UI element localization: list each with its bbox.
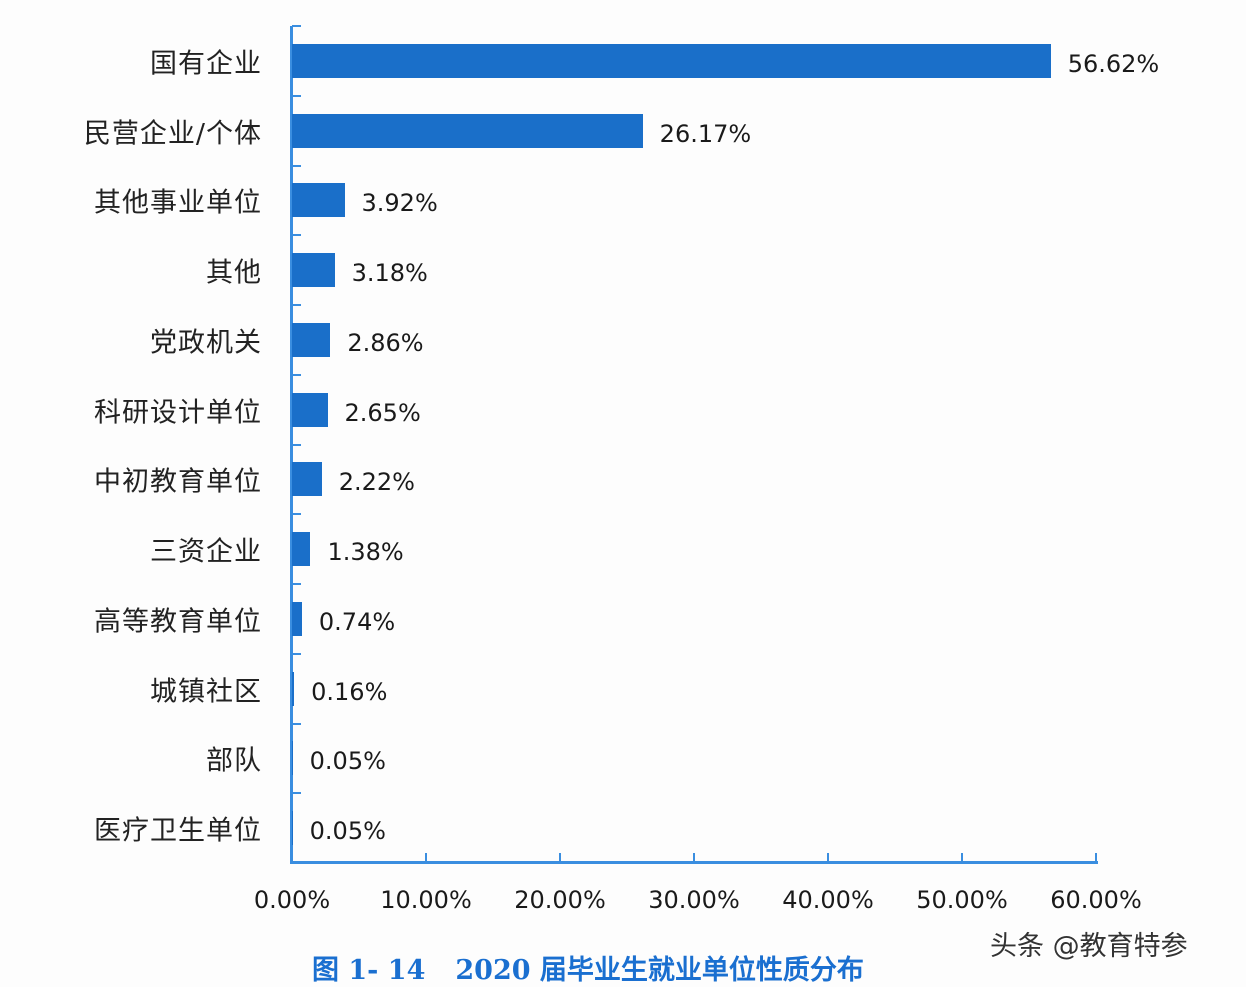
value-label: 56.62% (1067, 49, 1160, 78)
x-tick (693, 853, 695, 862)
y-tick (292, 373, 301, 376)
figure-title: 2020 届毕业生就业单位性质分布 (455, 955, 864, 986)
x-tick (1095, 853, 1097, 862)
bar (292, 671, 295, 706)
watermark: 头条 @教育特参 (990, 931, 1188, 962)
bar (292, 183, 345, 218)
category-label: 国有企业 (150, 48, 262, 80)
bar (292, 113, 643, 148)
category-label: 中初教育单位 (94, 466, 262, 498)
category-label: 城镇社区 (150, 676, 262, 708)
y-tick (292, 94, 301, 97)
category-label: 党政机关 (150, 327, 262, 359)
category-label: 部队 (206, 745, 262, 777)
bar (292, 741, 293, 776)
value-label: 2.65% (344, 398, 421, 427)
value-label: 0.05% (309, 816, 386, 845)
y-tick (292, 652, 301, 655)
y-tick (292, 443, 301, 446)
value-label: 2.86% (347, 328, 424, 357)
x-tick-label: 20.00% (514, 886, 606, 914)
y-tick (292, 583, 301, 585)
figure-number: 图 1- 14 (312, 955, 426, 986)
y-tick (292, 792, 301, 795)
category-label: 医疗卫生单位 (94, 815, 262, 847)
x-tick (425, 853, 427, 862)
value-label: 0.05% (309, 747, 386, 776)
category-label: 科研设计单位 (94, 397, 262, 429)
category-label: 民营企业/个体 (83, 118, 262, 150)
x-tick-label: 30.00% (648, 886, 740, 914)
bar (292, 601, 302, 636)
y-tick (292, 513, 301, 516)
value-label: 0.16% (311, 677, 388, 706)
category-label: 其他事业单位 (94, 187, 262, 219)
x-tick-label: 50.00% (916, 886, 1008, 914)
y-tick (292, 25, 301, 27)
y-tick (292, 164, 301, 167)
x-tick-label: 10.00% (380, 886, 472, 914)
y-tick (292, 862, 301, 864)
value-label: 2.22% (338, 468, 415, 497)
x-tick (827, 853, 829, 862)
value-label: 0.74% (318, 607, 396, 636)
bar (292, 811, 293, 846)
value-label: 3.18% (351, 258, 428, 287)
bar (292, 532, 311, 567)
x-tick-label: 0.00% (253, 886, 331, 914)
y-tick (292, 304, 301, 306)
category-label: 其他 (206, 257, 262, 289)
bar (292, 43, 1051, 78)
category-label: 高等教育单位 (94, 606, 262, 638)
x-tick (559, 853, 561, 862)
x-tick (961, 853, 963, 862)
bar (292, 322, 331, 357)
x-tick-label: 60.00% (1050, 886, 1142, 914)
value-label: 1.38% (327, 537, 404, 566)
figure-caption: 图 1- 14 2020 届毕业生就业单位性质分布 (312, 948, 864, 987)
value-label: 3.92% (361, 189, 438, 218)
x-axis (290, 861, 1098, 864)
bar (292, 462, 322, 497)
y-tick (292, 234, 301, 237)
bar (292, 392, 328, 427)
y-axis (290, 26, 293, 863)
y-tick (292, 722, 301, 725)
x-tick-label: 40.00% (782, 886, 874, 914)
bar (292, 253, 335, 288)
value-label: 26.17% (659, 119, 752, 148)
category-label: 三资企业 (150, 536, 262, 568)
